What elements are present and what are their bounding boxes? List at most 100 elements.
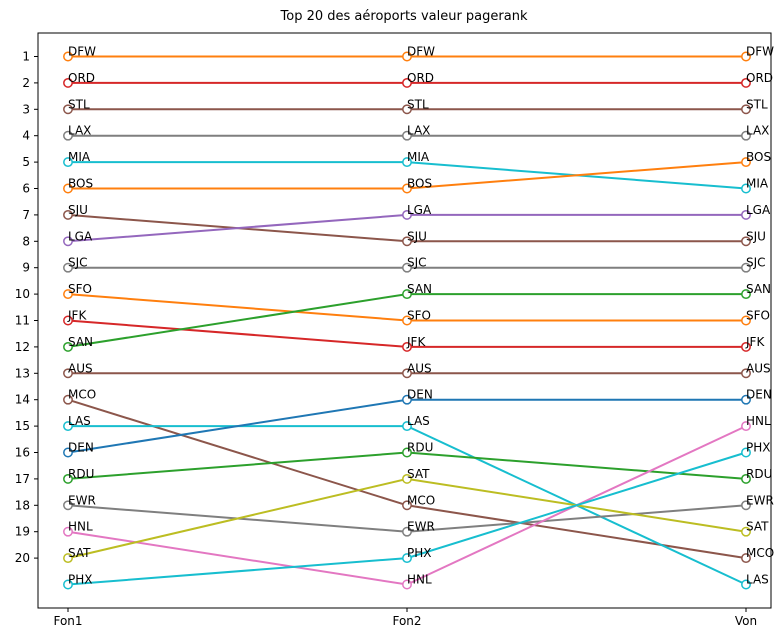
series-point-sat (741, 526, 751, 537)
point-label-mco: MCO (68, 388, 96, 402)
series-point-san (63, 341, 73, 352)
point-label-lga: LGA (407, 203, 432, 217)
series-point-sjc (741, 262, 751, 273)
series-point-hnl (63, 526, 73, 537)
point-label-jfk: JFK (67, 309, 87, 323)
series-point-stl (741, 104, 751, 115)
point-label-phx: PHX (746, 441, 770, 455)
series-point-mia (741, 183, 751, 194)
series-point-las (741, 579, 751, 590)
series-point-phx (402, 553, 412, 564)
point-label-jfk: JFK (745, 335, 765, 349)
series-point-bos (63, 183, 73, 194)
series-point-sfo (741, 315, 751, 326)
point-label-mia: MIA (746, 177, 769, 191)
point-label-bos: BOS (68, 177, 93, 191)
series-point-sju (402, 236, 412, 247)
x-tick-label: Fon1 (53, 614, 82, 628)
series-point-den (63, 447, 73, 458)
series-point-den (402, 394, 412, 405)
point-label-hnl: HNL (746, 414, 771, 428)
series-point-jfk (402, 341, 412, 352)
y-tick-label: 18 (15, 498, 30, 512)
point-label-ord: ORD (407, 71, 434, 85)
series-point-sat (63, 553, 73, 564)
y-tick-label: 13 (15, 366, 30, 380)
point-label-ord: ORD (746, 71, 773, 85)
point-label-lga: LGA (746, 203, 771, 217)
point-label-bos: BOS (407, 177, 432, 191)
series-point-ord (402, 77, 412, 88)
point-label-san: SAN (407, 282, 432, 296)
series-layer: DFW DFW DFW ORD ORD ORD STL STL STL LAX LAX LAX MIA M… (63, 45, 774, 590)
point-label-ewr: EWR (68, 493, 96, 507)
series-point-den (741, 394, 751, 405)
series-point-las (63, 421, 73, 432)
series-point-rdu (63, 473, 73, 484)
series-point-bos (402, 183, 412, 194)
point-label-dfw: DFW (68, 45, 96, 59)
series-point-stl (63, 104, 73, 115)
series-point-ord (741, 77, 751, 88)
point-label-sat: SAT (407, 467, 430, 481)
series-point-mco (63, 394, 73, 405)
point-label-mco: MCO (746, 546, 774, 560)
y-tick-label: 19 (15, 525, 30, 539)
point-label-sjc: SJC (407, 256, 427, 270)
point-label-sju: SJU (68, 203, 88, 217)
y-tick-label: 7 (22, 208, 30, 222)
y-tick-label: 1 (22, 50, 30, 64)
series-point-mia (63, 157, 73, 168)
y-tick-label: 3 (22, 102, 30, 116)
point-label-ewr: EWR (407, 520, 435, 534)
series-point-dfw (63, 51, 73, 62)
y-tick-label: 8 (22, 234, 30, 248)
series-point-dfw (741, 51, 751, 62)
point-label-san: SAN (746, 282, 771, 296)
series-point-sat (402, 473, 412, 484)
point-label-sfo: SFO (746, 309, 770, 323)
series-point-jfk (741, 341, 751, 352)
series-point-sfo (63, 289, 73, 300)
y-tick-label: 11 (15, 314, 30, 328)
series-point-hnl (402, 579, 412, 590)
point-label-aus: AUS (407, 361, 432, 375)
point-label-sfo: SFO (407, 309, 431, 323)
point-label-sjc: SJC (746, 256, 766, 270)
point-label-dfw: DFW (746, 45, 774, 59)
point-label-rdu: RDU (68, 467, 94, 481)
point-label-rdu: RDU (746, 467, 772, 481)
point-label-mia: MIA (68, 150, 91, 164)
series-point-rdu (741, 473, 751, 484)
y-tick-label: 2 (22, 76, 30, 90)
series-point-sju (63, 209, 73, 220)
series-point-mia (402, 157, 412, 168)
point-label-phx: PHX (407, 546, 431, 560)
y-tick-label: 9 (22, 261, 30, 275)
x-tick-label: Von (735, 614, 757, 628)
point-label-den: DEN (68, 441, 94, 455)
series-point-jfk (63, 315, 73, 326)
point-label-lax: LAX (407, 124, 430, 138)
series-point-bos (741, 157, 751, 168)
series-point-lax (402, 130, 412, 141)
series-point-san (741, 289, 751, 300)
series-point-aus (741, 368, 751, 379)
series-point-mco (402, 500, 412, 511)
series-point-las (402, 421, 412, 432)
series-point-stl (402, 104, 412, 115)
point-label-rdu: RDU (407, 441, 433, 455)
point-label-san: SAN (68, 335, 93, 349)
point-label-stl: STL (746, 97, 768, 111)
point-label-stl: STL (68, 97, 90, 111)
series-point-san (402, 289, 412, 300)
series-point-ewr (741, 500, 751, 511)
series-point-dfw (402, 51, 412, 62)
point-label-den: DEN (746, 388, 772, 402)
series-point-lax (63, 130, 73, 141)
series-point-ewr (63, 500, 73, 511)
point-label-las: LAS (68, 414, 91, 428)
series-point-sju (741, 236, 751, 247)
